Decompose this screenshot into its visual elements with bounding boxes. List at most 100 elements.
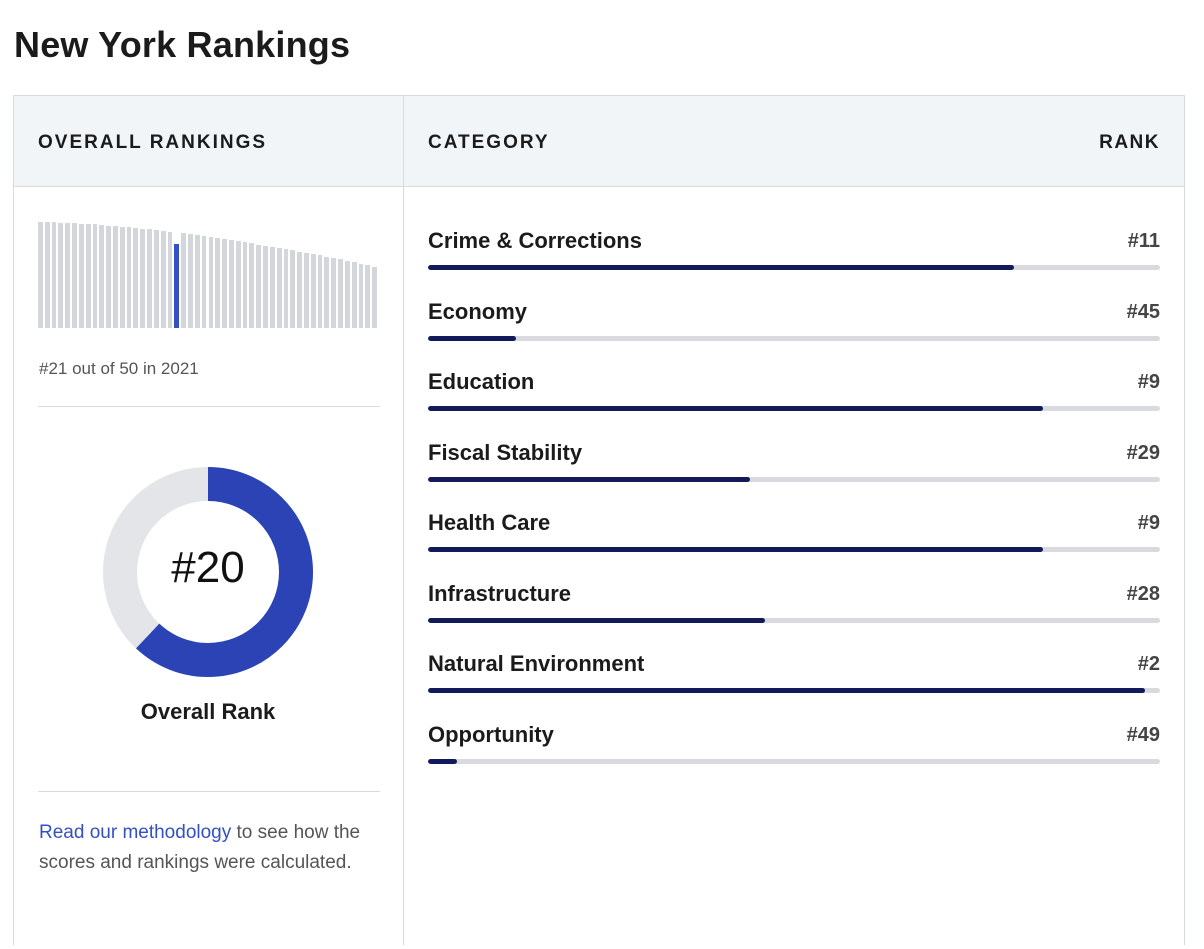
category-row: Natural Environment #2 xyxy=(428,639,1160,699)
sparkline-bar xyxy=(338,259,343,328)
overall-rank-label: Overall Rank xyxy=(140,699,276,724)
sparkline-bar xyxy=(228,240,234,328)
category-rank-bar-fill xyxy=(428,547,1043,552)
sparkline-bar xyxy=(72,223,77,328)
category-name: Opportunity xyxy=(428,721,554,747)
sparkline-bar xyxy=(119,226,125,328)
category-name: Natural Environment xyxy=(428,651,645,676)
category-rank-bar xyxy=(428,688,1160,693)
category-rankings-column: CATEGORY RANK Crime & Corrections #11 Econ… xyxy=(404,96,1184,945)
category-rank-bar-fill xyxy=(428,617,765,623)
category-rank-bar xyxy=(428,335,1160,341)
sparkline-bar xyxy=(78,223,84,328)
sparkline-bar xyxy=(181,233,187,328)
overall-rankings-header: OVERALL RANKINGS xyxy=(14,96,403,187)
sparkline-bar xyxy=(194,235,200,328)
sparkline-bar xyxy=(372,266,377,328)
sparkline-bar xyxy=(344,260,350,328)
sparkline-bar xyxy=(126,227,132,328)
sparkline-bar xyxy=(106,225,111,328)
overall-rank-donut xyxy=(103,467,313,677)
category-name: Health Care xyxy=(428,510,551,535)
sparkline-bar xyxy=(297,251,302,328)
category-name: Economy xyxy=(428,298,528,324)
category-column-heading: CATEGORY xyxy=(428,132,550,153)
sparkline-bar xyxy=(351,262,357,328)
sparkline-bar-highlight xyxy=(174,244,180,328)
sparkline-bar xyxy=(140,228,146,328)
category-rank-bar xyxy=(428,547,1160,552)
sparkline-bar xyxy=(249,243,255,328)
category-name: Education xyxy=(428,369,535,394)
category-row: Economy #45 xyxy=(428,287,1160,347)
sparkline-bar xyxy=(113,226,118,328)
sparkline-bar xyxy=(317,255,323,328)
sparkline-bar xyxy=(44,222,50,328)
category-name: Infrastructure xyxy=(428,580,572,606)
sparkline-bar xyxy=(99,224,105,328)
divider xyxy=(38,406,380,407)
category-row: Opportunity #49 xyxy=(428,710,1160,770)
donut-fill xyxy=(103,467,313,677)
methodology-link[interactable]: Read our methodology xyxy=(39,822,232,843)
sparkline-bar xyxy=(215,238,221,328)
category-rank-bar xyxy=(428,617,1160,623)
sparkline-bar xyxy=(222,239,227,328)
category-rank: #9 xyxy=(1137,371,1160,393)
category-rank-bar xyxy=(428,406,1160,411)
category-rank: #9 xyxy=(1137,512,1160,534)
sparkline-bar xyxy=(51,222,57,328)
sparkline-bar xyxy=(201,236,207,328)
state-rank-sparkline xyxy=(38,222,379,328)
sparkline-bar xyxy=(324,256,330,328)
category-rank-bar-fill xyxy=(428,406,1043,411)
category-name: Fiscal Stability xyxy=(428,439,583,465)
category-rank-bar-fill xyxy=(428,265,1014,270)
methodology-text: to see how the scores and rankings were … xyxy=(39,822,361,873)
sparkline-bar xyxy=(92,224,98,328)
category-rank-bar xyxy=(428,758,1160,764)
category-rank-bar-fill xyxy=(428,758,458,764)
sparkline-bar xyxy=(167,231,173,328)
category-rank: #29 xyxy=(1126,441,1160,464)
sparkline-bar xyxy=(263,245,268,328)
sparkline-bar xyxy=(153,230,159,328)
sparkline-bar xyxy=(358,263,364,328)
category-row: Infrastructure #28 xyxy=(428,569,1160,629)
sparkline-bar xyxy=(38,222,43,328)
sparkline-bar xyxy=(276,248,282,328)
sparkline-bar xyxy=(365,265,371,328)
category-rank-bar-fill xyxy=(428,688,1146,693)
sparkline-bar xyxy=(208,237,214,328)
sparkline-bar xyxy=(303,252,309,328)
overall-rankings-column: OVERALL RANKINGS #21 out of 50 in 2021 #… xyxy=(14,96,404,945)
category-row: Education #9 xyxy=(428,357,1160,417)
category-row: Health Care #9 xyxy=(428,498,1160,558)
category-rankings-header: CATEGORY RANK xyxy=(404,96,1184,187)
category-rank-bar-fill xyxy=(428,476,751,482)
sparkline-bar xyxy=(58,222,64,328)
rankings-panel: OVERALL RANKINGS #21 out of 50 in 2021 #… xyxy=(13,95,1185,945)
sparkline-bar xyxy=(147,229,152,328)
sparkline-bar xyxy=(242,242,248,328)
category-row: Fiscal Stability #29 xyxy=(428,428,1160,488)
rank-out-of-text: #21 out of 50 in 2021 xyxy=(39,359,199,378)
sparkline-bar xyxy=(256,244,262,328)
sparkline-bar xyxy=(188,234,193,328)
sparkline-bar xyxy=(160,230,166,328)
methodology-note: Read our methodology to see how the scor… xyxy=(39,818,369,878)
category-row: Crime & Corrections #11 xyxy=(428,216,1160,276)
sparkline-bar xyxy=(65,222,71,328)
rank-column-heading: RANK xyxy=(1099,132,1160,153)
category-rank: #45 xyxy=(1126,300,1160,323)
category-rank: #2 xyxy=(1137,653,1160,675)
sparkline-bar xyxy=(290,250,296,328)
category-name: Crime & Corrections xyxy=(428,228,642,253)
sparkline-bar xyxy=(331,258,337,328)
category-rank-bar-fill xyxy=(428,335,516,341)
sparkline-bar xyxy=(235,241,241,328)
overall-rank-number: #20 xyxy=(171,543,245,592)
category-rank-bar xyxy=(428,265,1160,270)
sparkline-bar xyxy=(310,254,316,328)
category-rank: #28 xyxy=(1126,582,1160,605)
